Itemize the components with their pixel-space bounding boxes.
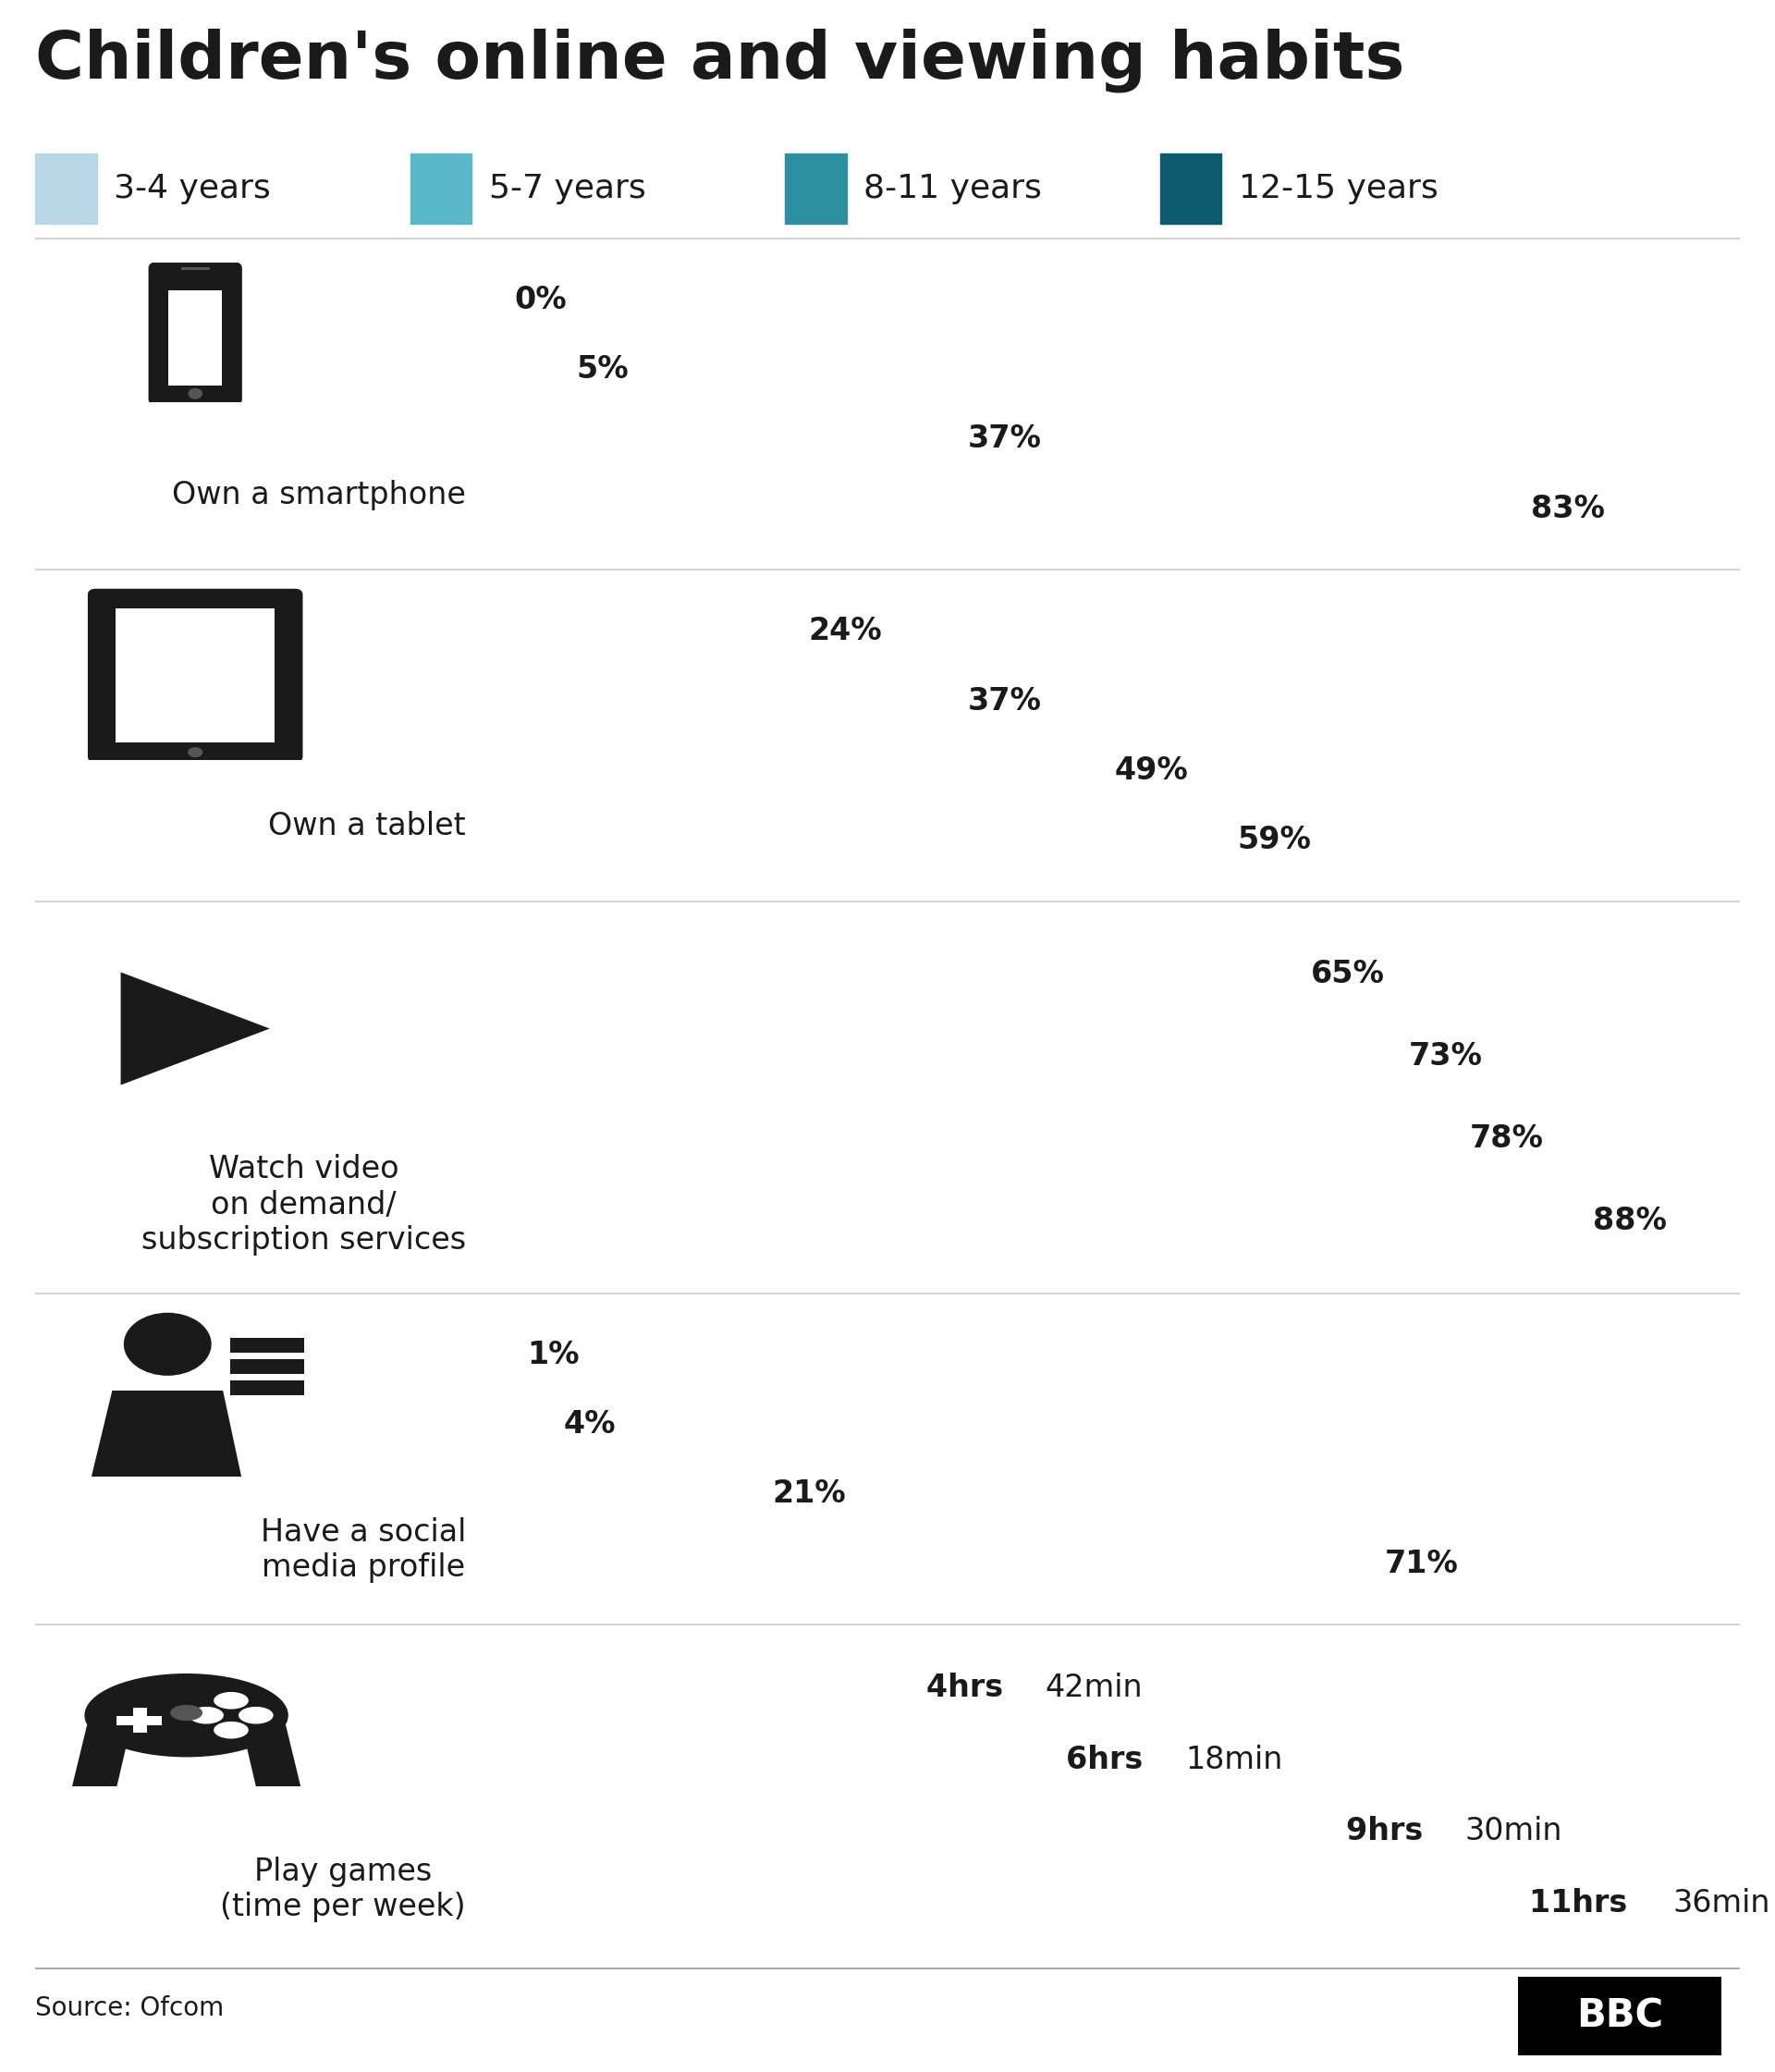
Text: 6hrs: 6hrs bbox=[1065, 1745, 1154, 1776]
Circle shape bbox=[238, 1707, 273, 1724]
Polygon shape bbox=[92, 1390, 241, 1477]
Circle shape bbox=[170, 1705, 202, 1722]
FancyBboxPatch shape bbox=[89, 588, 302, 762]
Text: 24%: 24% bbox=[809, 615, 882, 646]
Text: 8-11 years: 8-11 years bbox=[864, 172, 1042, 205]
Text: 21%: 21% bbox=[772, 1479, 845, 1508]
Ellipse shape bbox=[85, 1674, 288, 1757]
Text: 42min: 42min bbox=[1045, 1672, 1143, 1703]
Text: 11hrs: 11hrs bbox=[1530, 1888, 1638, 1919]
Bar bbox=[231, 1380, 304, 1397]
Text: 30min: 30min bbox=[1464, 1817, 1562, 1846]
Text: 83%: 83% bbox=[1532, 493, 1605, 524]
Text: 4%: 4% bbox=[564, 1409, 616, 1440]
Bar bbox=[36, 153, 98, 224]
Text: Own a smartphone: Own a smartphone bbox=[172, 479, 465, 510]
Circle shape bbox=[124, 1314, 211, 1376]
Text: 18min: 18min bbox=[1186, 1745, 1283, 1776]
Circle shape bbox=[213, 1693, 248, 1709]
Text: 73%: 73% bbox=[1409, 1042, 1482, 1071]
Polygon shape bbox=[121, 972, 270, 1086]
Bar bbox=[1161, 153, 1221, 224]
Bar bbox=[231, 1339, 304, 1353]
Text: 37%: 37% bbox=[967, 686, 1042, 717]
Circle shape bbox=[188, 748, 202, 758]
Text: 3-4 years: 3-4 years bbox=[114, 172, 272, 205]
Polygon shape bbox=[73, 1722, 131, 1786]
Text: 59%: 59% bbox=[1237, 825, 1312, 856]
Text: 5%: 5% bbox=[575, 354, 628, 385]
Text: Source: Ofcom: Source: Ofcom bbox=[36, 1995, 224, 2020]
Polygon shape bbox=[241, 1722, 300, 1786]
Bar bbox=[785, 153, 847, 224]
Bar bbox=[133, 1707, 147, 1732]
Text: 65%: 65% bbox=[1310, 959, 1384, 990]
Bar bbox=[117, 1716, 162, 1726]
FancyBboxPatch shape bbox=[149, 263, 241, 404]
Circle shape bbox=[188, 387, 202, 400]
Text: 9hrs: 9hrs bbox=[1345, 1817, 1434, 1846]
Text: 4hrs: 4hrs bbox=[927, 1672, 1014, 1703]
Text: 12-15 years: 12-15 years bbox=[1239, 172, 1438, 205]
Text: 0%: 0% bbox=[515, 284, 566, 315]
Text: 88%: 88% bbox=[1592, 1206, 1667, 1237]
Bar bbox=[231, 1359, 304, 1374]
Text: Play games
(time per week): Play games (time per week) bbox=[220, 1857, 465, 1923]
Bar bbox=[169, 290, 222, 385]
Text: 78%: 78% bbox=[1470, 1123, 1544, 1154]
Circle shape bbox=[213, 1722, 248, 1738]
Bar bbox=[115, 609, 275, 742]
Bar bbox=[410, 153, 472, 224]
Text: 1%: 1% bbox=[527, 1339, 579, 1370]
Text: 36min: 36min bbox=[1672, 1888, 1770, 1919]
Text: Watch video
on demand/
subscription services: Watch video on demand/ subscription serv… bbox=[142, 1154, 465, 1256]
Text: BBC: BBC bbox=[1576, 1997, 1663, 2035]
Text: 71%: 71% bbox=[1384, 1548, 1457, 1579]
Text: 49%: 49% bbox=[1115, 754, 1189, 785]
Text: Have a social
media profile: Have a social media profile bbox=[261, 1517, 465, 1583]
Bar bbox=[181, 267, 209, 269]
Text: 5-7 years: 5-7 years bbox=[488, 172, 646, 205]
Text: Own a tablet: Own a tablet bbox=[268, 810, 465, 841]
Circle shape bbox=[188, 1707, 224, 1724]
Text: 37%: 37% bbox=[967, 423, 1042, 454]
Text: Children's online and viewing habits: Children's online and viewing habits bbox=[36, 29, 1406, 93]
